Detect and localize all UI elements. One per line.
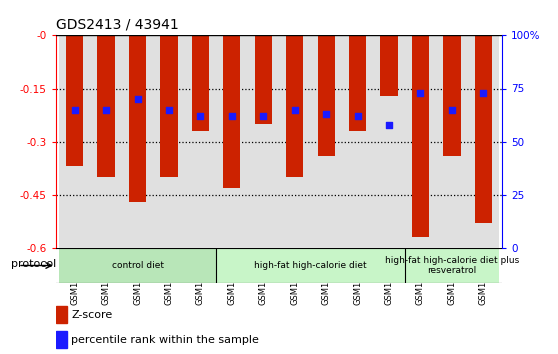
Bar xyxy=(318,35,335,156)
Bar xyxy=(405,35,436,248)
Text: Z-score: Z-score xyxy=(71,310,113,320)
Point xyxy=(479,90,488,96)
Bar xyxy=(443,35,460,156)
Point xyxy=(416,90,425,96)
Text: percentile rank within the sample: percentile rank within the sample xyxy=(71,335,259,344)
Bar xyxy=(254,35,272,124)
Bar xyxy=(248,35,279,248)
Point xyxy=(353,113,362,119)
Bar xyxy=(436,35,468,248)
Point xyxy=(259,113,268,119)
Point xyxy=(290,107,299,113)
Bar xyxy=(192,35,209,131)
Point xyxy=(133,96,142,102)
Text: control diet: control diet xyxy=(112,261,163,270)
Bar xyxy=(59,248,216,283)
Bar xyxy=(381,35,398,96)
Bar xyxy=(90,35,122,248)
Bar xyxy=(223,35,240,188)
Point xyxy=(227,113,236,119)
Point xyxy=(322,111,331,117)
Bar xyxy=(216,248,405,283)
Bar xyxy=(129,35,146,202)
Point xyxy=(165,107,174,113)
Bar xyxy=(373,35,405,248)
Point xyxy=(102,107,110,113)
Bar xyxy=(468,35,499,248)
Point xyxy=(70,107,79,113)
Bar xyxy=(279,35,310,248)
Bar xyxy=(56,306,67,323)
Bar xyxy=(56,331,67,348)
Bar xyxy=(216,35,248,248)
Bar xyxy=(98,35,115,177)
Bar xyxy=(153,35,185,248)
Bar xyxy=(66,35,83,166)
Bar xyxy=(342,35,373,248)
Text: high-fat high-calorie diet: high-fat high-calorie diet xyxy=(254,261,367,270)
Point xyxy=(448,107,456,113)
Bar xyxy=(59,35,90,248)
Bar xyxy=(310,35,342,248)
Point xyxy=(196,113,205,119)
Bar xyxy=(475,35,492,223)
Point xyxy=(384,122,393,127)
Bar xyxy=(160,35,177,177)
Bar xyxy=(122,35,153,248)
Bar xyxy=(185,35,216,248)
Bar xyxy=(405,248,499,283)
Bar xyxy=(412,35,429,237)
Bar xyxy=(349,35,366,131)
Text: GDS2413 / 43941: GDS2413 / 43941 xyxy=(56,18,179,32)
Text: high-fat high-calorie diet plus
resveratrol: high-fat high-calorie diet plus resverat… xyxy=(385,256,519,275)
Bar xyxy=(286,35,304,177)
Text: protocol: protocol xyxy=(11,259,56,269)
